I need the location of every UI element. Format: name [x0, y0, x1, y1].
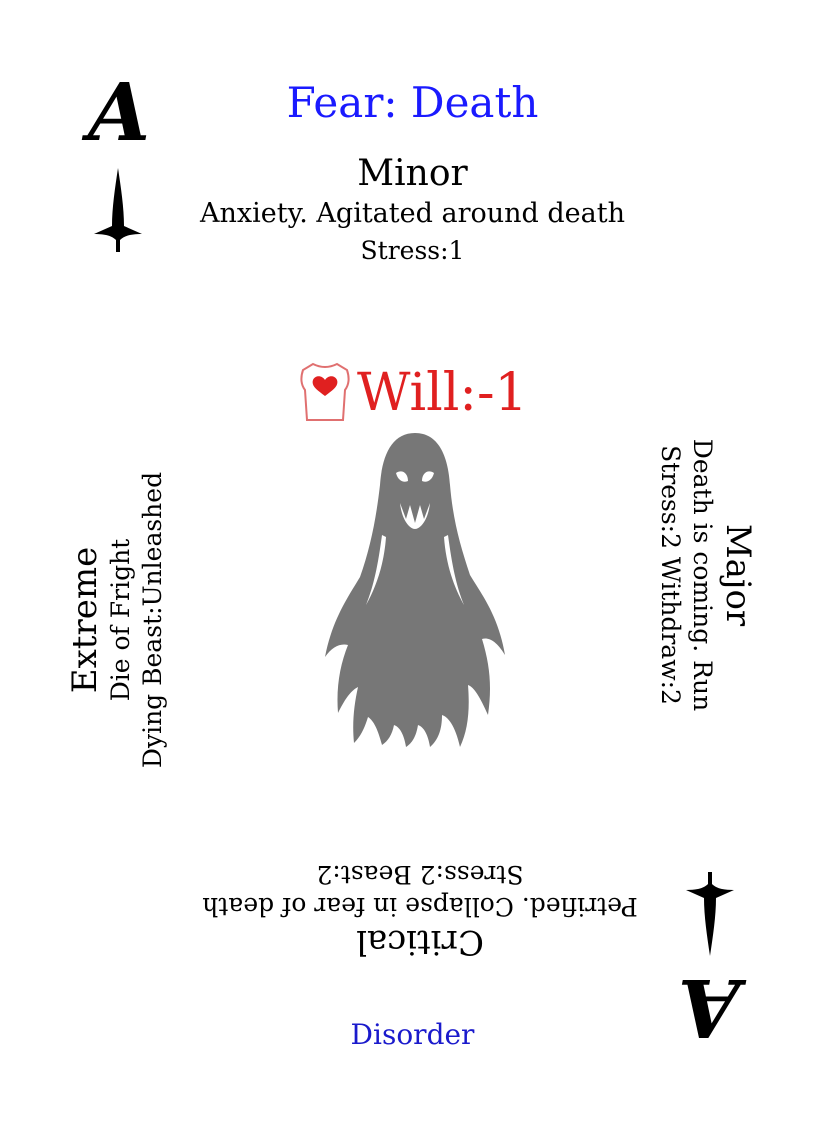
major-label: Major: [718, 523, 758, 627]
will-text: Will:-1: [357, 363, 528, 423]
extreme-block: Extreme Die of Fright Dying Beast:Unleas…: [65, 360, 185, 880]
major-description: Death is coming. Run: [688, 438, 717, 712]
spade-dagger-icon: [94, 168, 142, 252]
rank-top: A: [88, 65, 151, 159]
ghost-icon: [325, 433, 505, 747]
critical-block: Critical Petrified. Collapse in fear of …: [120, 842, 720, 962]
major-stats: Stress:2 Withdraw:2: [656, 445, 685, 705]
major-block: Major Death is coming. Run Stress:2 With…: [638, 315, 758, 835]
card-type-footer: Disorder: [350, 1018, 475, 1051]
minor-label: Minor: [357, 153, 468, 194]
minor-description: Anxiety. Agitated around death: [200, 198, 625, 229]
critical-stats: Stress:2 Beast:2: [316, 860, 524, 889]
minor-stats: Stress:1: [360, 236, 465, 265]
extreme-description: Die of Fright: [106, 538, 135, 702]
spade-dagger-icon: [686, 872, 734, 956]
card-title: Fear: Death: [286, 78, 539, 127]
critical-description: Petrified. Collapse in fear of death: [202, 892, 638, 921]
extreme-label: Extreme: [65, 546, 105, 694]
heart-torso-icon: [300, 362, 350, 421]
critical-label: Critical: [356, 922, 484, 962]
extreme-stats: Dying Beast:Unleashed: [138, 471, 167, 769]
will-modifier: Will:-1: [295, 358, 555, 428]
